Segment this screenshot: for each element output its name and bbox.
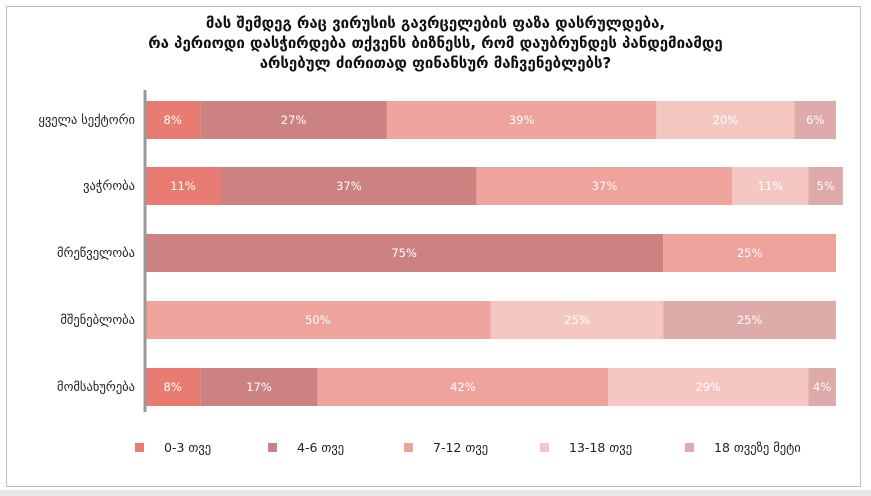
category-label: მრეწველობა (57, 245, 135, 260)
legend-item: 13-18 თვე (540, 440, 632, 455)
bar-segment (145, 101, 201, 139)
legend-swatch (135, 443, 144, 452)
legend-swatch (540, 443, 549, 452)
bar-segment (490, 301, 664, 339)
bar-segment (607, 368, 809, 406)
legend-swatch (404, 443, 413, 452)
bottom-strip (0, 490, 871, 496)
data-label: 37% (336, 179, 362, 193)
bar-segment (145, 368, 201, 406)
data-label: 17% (246, 380, 272, 394)
bar-segment (476, 167, 733, 205)
category-label: მშენებლობა (60, 312, 135, 327)
data-label: 29% (695, 380, 721, 394)
data-label: 39% (509, 113, 535, 127)
bar-segment (656, 101, 795, 139)
data-label: 4% (813, 380, 831, 394)
bar-segment (145, 167, 222, 205)
data-label: 6% (806, 113, 824, 127)
legend-swatch (268, 443, 277, 452)
legend-label: 4-6 თვე (297, 440, 345, 455)
bar-segment (808, 167, 843, 205)
data-label: 50% (305, 313, 331, 327)
data-label: 8% (164, 113, 182, 127)
bar-segment (663, 234, 836, 272)
bar-segment (663, 301, 836, 339)
data-label: 8% (164, 380, 182, 394)
bar-segment (808, 368, 836, 406)
data-label: 25% (737, 246, 763, 260)
bar-segment (386, 101, 657, 139)
bar-segment (200, 101, 387, 139)
title-line-1: მას შემდეგ რაც ვირუსის გავრცელების ფაზა … (205, 14, 666, 32)
legend-label: 13-18 თვე (569, 440, 633, 455)
bar-segment (221, 167, 477, 205)
legend-swatch (685, 443, 694, 452)
category-label: ყველა სექტორი (38, 112, 135, 127)
bar-segment (145, 301, 491, 339)
legend-item: 7-12 თვე (404, 440, 488, 455)
bar-segment (145, 234, 664, 272)
title-line-2: რა პერიოდი დასჭირდება თქვენს ბიზნესს, რო… (148, 34, 723, 52)
category-label: ვაჭრობა (83, 178, 135, 193)
data-label: 20% (713, 113, 739, 127)
data-label: 42% (450, 380, 476, 394)
legend-item: 18 თვეზე მეტი (685, 440, 801, 455)
data-label: 11% (170, 179, 196, 193)
title-line-3: არსებულ ძირითად ფინანსურ მაჩვენებლებს? (259, 54, 612, 72)
legend-label: 0-3 თვე (164, 440, 212, 455)
data-label: 5% (817, 179, 835, 193)
data-label: 27% (281, 113, 307, 127)
category-label: მომსახურება (57, 379, 135, 394)
bar-segment (317, 368, 608, 406)
chart-title: მას შემდეგ რაც ვირუსის გავრცელების ფაზა … (0, 13, 871, 73)
bar-segment (794, 101, 836, 139)
legend-item: 0-3 თვე (135, 440, 211, 455)
bar-segment (732, 167, 809, 205)
bar-segment (200, 368, 318, 406)
data-label: 25% (564, 313, 590, 327)
data-label: 25% (737, 313, 763, 327)
legend-item: 4-6 თვე (268, 440, 344, 455)
legend-label: 7-12 თვე (433, 440, 489, 455)
data-label: 75% (391, 246, 417, 260)
legend-label: 18 თვეზე მეტი (714, 440, 801, 455)
data-label: 37% (592, 179, 618, 193)
data-label: 11% (758, 179, 784, 193)
